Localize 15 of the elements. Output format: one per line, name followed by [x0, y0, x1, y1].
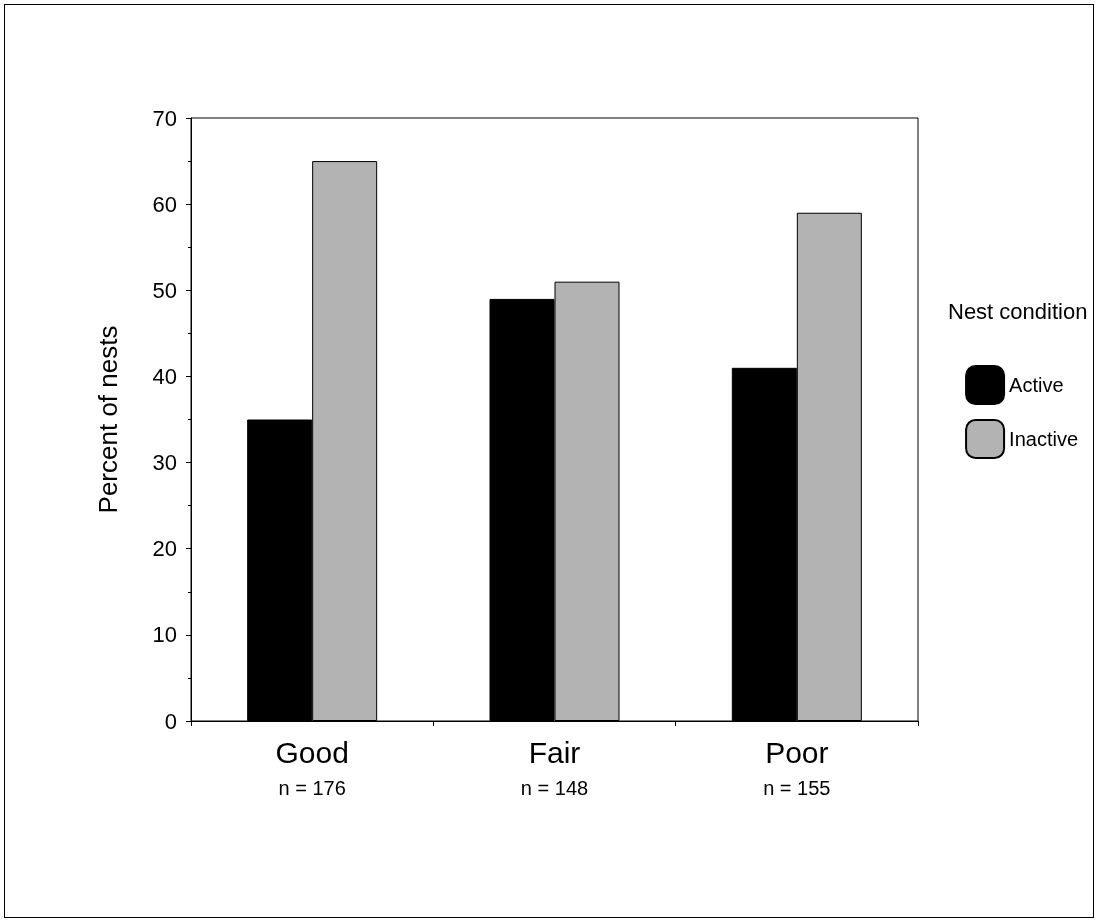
y-tick-label: 70	[152, 105, 177, 131]
x-tick-label: Poor n = 155	[763, 735, 831, 799]
x-tick-label: Good n = 176	[275, 735, 349, 799]
y-tick-label: 30	[152, 450, 177, 476]
legend-label: Inactive	[1009, 428, 1079, 450]
y-axis-title: Percent of nests	[93, 325, 123, 514]
y-tick-label: 40	[152, 363, 177, 389]
y-tick-label: 60	[152, 191, 177, 217]
y-tick-label: 10	[152, 622, 177, 648]
legend-title: Nest condition	[948, 298, 1088, 324]
x-tick-label: Fair n = 148	[520, 735, 589, 799]
y-tick-label: 0	[164, 708, 177, 734]
y-tick-label: 20	[152, 536, 177, 562]
legend-label: Active	[1009, 374, 1064, 396]
y-tick-label: 50	[152, 277, 177, 303]
